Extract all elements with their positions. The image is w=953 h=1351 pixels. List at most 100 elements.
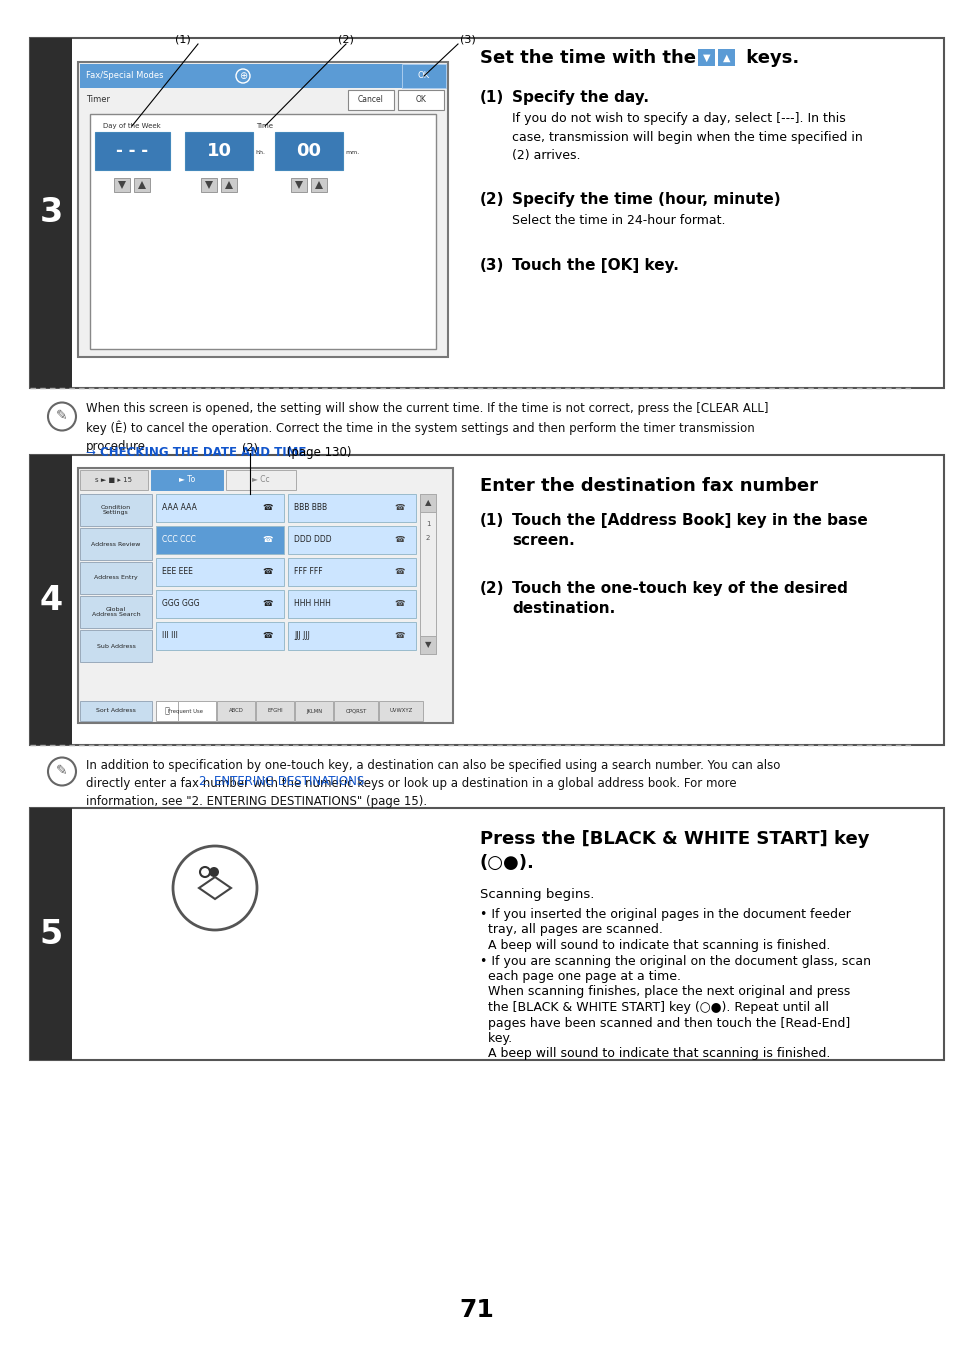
- Bar: [698, 49, 714, 66]
- Text: Global
Address Search: Global Address Search: [91, 607, 140, 617]
- Text: keys.: keys.: [740, 49, 799, 68]
- Text: Cancel: Cancel: [357, 96, 383, 104]
- Bar: [156, 526, 284, 554]
- Bar: [397, 91, 443, 109]
- Text: In addition to specification by one-touch key, a destination can also be specifi: In addition to specification by one-touc…: [86, 759, 780, 808]
- Text: Condition
Settings: Condition Settings: [101, 505, 131, 515]
- Text: ✎: ✎: [56, 409, 68, 423]
- Text: 4: 4: [39, 584, 63, 616]
- Text: If you do not wish to specify a day, select [---]. In this
case, transmission wi: If you do not wish to specify a day, sel…: [512, 112, 862, 162]
- Bar: [378, 701, 422, 721]
- Text: JJJ JJJ: JJJ JJJ: [294, 631, 310, 640]
- Bar: [288, 621, 416, 650]
- Bar: [30, 38, 71, 388]
- Polygon shape: [314, 181, 323, 189]
- Text: When this screen is opened, the setting will show the current time. If the time : When this screen is opened, the setting …: [86, 403, 768, 453]
- Bar: [288, 590, 416, 617]
- Text: ☎: ☎: [395, 504, 405, 512]
- Bar: [133, 178, 150, 192]
- Circle shape: [209, 867, 219, 877]
- Text: (page 130): (page 130): [283, 446, 351, 459]
- Text: A beep will sound to indicate that scanning is finished.: A beep will sound to indicate that scann…: [479, 939, 829, 952]
- Text: ☎: ☎: [395, 631, 405, 640]
- Text: (3): (3): [459, 35, 476, 45]
- Text: Press the [BLACK & WHITE START] key: Press the [BLACK & WHITE START] key: [479, 830, 868, 848]
- Bar: [216, 701, 254, 721]
- Circle shape: [172, 846, 256, 929]
- Text: ▼: ▼: [702, 53, 709, 62]
- Text: hh.: hh.: [254, 150, 265, 155]
- Text: A beep will sound to indicate that scanning is finished.: A beep will sound to indicate that scann…: [479, 1047, 829, 1061]
- Bar: [80, 596, 152, 628]
- Bar: [80, 470, 148, 490]
- Bar: [348, 91, 394, 109]
- Text: Select the time in 24-hour format.: Select the time in 24-hour format.: [512, 213, 724, 227]
- Text: • If you inserted the original pages in the document feeder: • If you inserted the original pages in …: [479, 908, 850, 921]
- Text: 3: 3: [39, 196, 63, 230]
- Text: BBB BBB: BBB BBB: [294, 504, 327, 512]
- Text: pages have been scanned and then touch the [Read-End]: pages have been scanned and then touch t…: [479, 1016, 849, 1029]
- Bar: [201, 178, 216, 192]
- Text: ☎: ☎: [395, 535, 405, 544]
- Polygon shape: [225, 181, 233, 189]
- Text: ☎: ☎: [262, 567, 273, 577]
- Text: Touch the [OK] key.: Touch the [OK] key.: [512, 258, 679, 273]
- Text: UVWXYZ: UVWXYZ: [389, 708, 413, 713]
- Bar: [274, 132, 343, 170]
- Text: 71: 71: [459, 1298, 494, 1323]
- Text: 00: 00: [296, 142, 321, 159]
- Text: Sub Address: Sub Address: [96, 643, 135, 648]
- Bar: [255, 701, 294, 721]
- Bar: [334, 701, 377, 721]
- Bar: [30, 808, 71, 1061]
- Bar: [156, 590, 284, 617]
- Text: Specify the time (hour, minute): Specify the time (hour, minute): [512, 192, 780, 207]
- Text: (2): (2): [337, 35, 354, 45]
- Text: mm.: mm.: [345, 150, 359, 155]
- Bar: [80, 63, 446, 88]
- Polygon shape: [294, 181, 303, 189]
- Text: Address Review: Address Review: [91, 542, 140, 547]
- Bar: [311, 178, 327, 192]
- Text: Set the time with the: Set the time with the: [479, 49, 701, 68]
- Text: ► Cc: ► Cc: [252, 476, 270, 485]
- Text: Touch the one-touch key of the desired
destination.: Touch the one-touch key of the desired d…: [512, 581, 847, 616]
- Text: (3): (3): [479, 258, 504, 273]
- Text: ☎: ☎: [262, 600, 273, 608]
- Text: 2: 2: [425, 535, 430, 540]
- Text: each page one page at a time.: each page one page at a time.: [479, 970, 680, 984]
- Bar: [90, 113, 436, 349]
- Text: (2): (2): [479, 192, 504, 207]
- Text: ▼: ▼: [424, 640, 431, 650]
- Text: ☎: ☎: [262, 504, 273, 512]
- Text: ► To: ► To: [178, 476, 195, 485]
- Bar: [80, 630, 152, 662]
- Text: EFGHI: EFGHI: [267, 708, 282, 713]
- Text: 1: 1: [425, 521, 430, 527]
- Text: s ► ■ ▸ 15: s ► ■ ▸ 15: [95, 477, 132, 484]
- Text: OPQRST: OPQRST: [345, 708, 366, 713]
- Text: Address Entry: Address Entry: [94, 576, 138, 581]
- Bar: [419, 636, 436, 654]
- Text: ☎: ☎: [395, 600, 405, 608]
- Bar: [80, 494, 152, 526]
- Text: HHH HHH: HHH HHH: [294, 600, 331, 608]
- Text: III III: III III: [162, 631, 177, 640]
- Text: Touch the [Address Book] key in the base
screen.: Touch the [Address Book] key in the base…: [512, 513, 867, 547]
- Text: OK: OK: [416, 96, 426, 104]
- Bar: [226, 470, 295, 490]
- Text: EEE EEE: EEE EEE: [162, 567, 193, 577]
- Text: Day of the Week: Day of the Week: [103, 123, 161, 128]
- Text: 2. ENTERING DESTINATIONS: 2. ENTERING DESTINATIONS: [199, 775, 364, 788]
- Text: 5: 5: [39, 917, 63, 951]
- Text: Frequent Use: Frequent Use: [169, 708, 203, 713]
- Bar: [80, 528, 152, 561]
- Text: CHECKING THE DATE AND TIME: CHECKING THE DATE AND TIME: [100, 446, 306, 459]
- Bar: [288, 526, 416, 554]
- Text: JKLMN: JKLMN: [306, 708, 322, 713]
- Text: ⊕: ⊕: [238, 72, 247, 81]
- Bar: [419, 494, 436, 654]
- Bar: [30, 455, 943, 744]
- Text: • If you are scanning the original on the document glass, scan: • If you are scanning the original on th…: [479, 955, 870, 967]
- Text: (1): (1): [175, 35, 191, 45]
